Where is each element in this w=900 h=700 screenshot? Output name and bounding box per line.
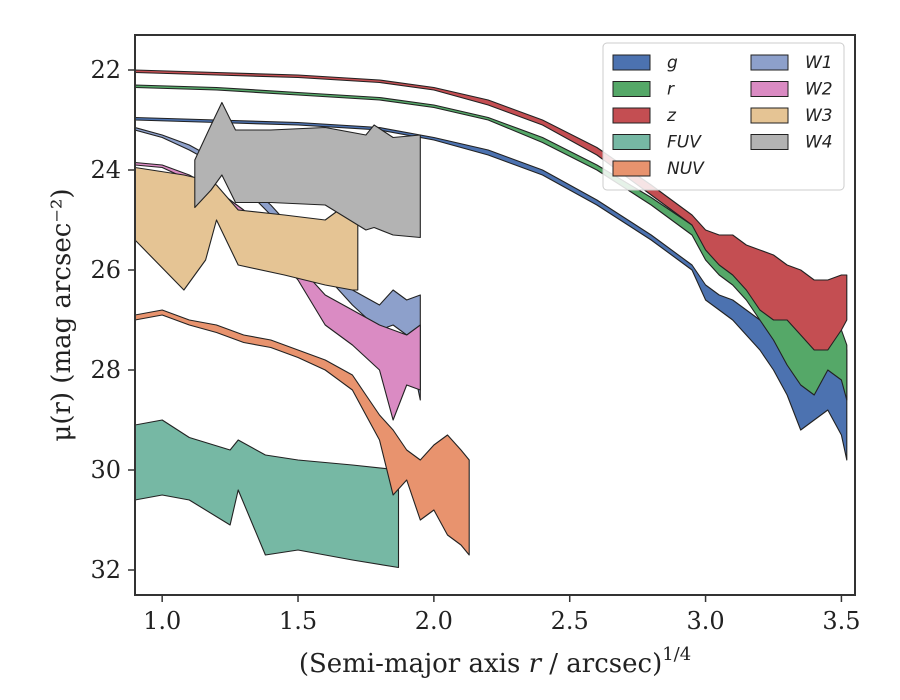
band-nuv [135,309,470,556]
legend-swatch-r [612,81,651,97]
legend-label-fuv: FUV [667,133,702,153]
legend-label-w2: W2 [805,80,833,100]
legend-swatch-fuv [612,134,651,150]
legend: grz FUV NUV W1 W2 W3 W4 [602,42,845,191]
y-tick-label: 26 [90,256,121,284]
legend-label-nuv: NUV [667,159,705,179]
legend-swatch-nuv [612,160,651,177]
y-axis-label: μ(r) (mag arcsec⁻²) [47,188,77,441]
x-tick-label: 3.0 [686,607,724,635]
legend-swatch-z [612,107,651,124]
y-tick-label: 32 [90,556,121,584]
x-tick-label: 3.5 [822,607,860,635]
y-tick-label: 22 [90,56,121,84]
plot-frame [134,34,856,596]
band-w4 [194,101,421,239]
y-tick-label: 30 [90,456,121,484]
x-tick-label: 2.0 [415,607,453,635]
legend-label-g: g [667,53,678,73]
legend-swatch-w2 [750,81,789,97]
legend-label-w3: W3 [805,106,833,126]
x-tick-label: 1.5 [279,607,317,635]
legend-label-w4: W4 [805,133,833,153]
legend-label-r: r [667,80,675,100]
x-tick-label: 2.5 [551,607,589,635]
legend-label-w1: W1 [805,53,833,73]
y-tick-label: 28 [90,356,121,384]
legend-label-z: z [666,106,677,126]
band-layer [135,69,848,569]
legend-swatch-w4 [750,134,789,150]
legend-swatch-w3 [750,107,789,124]
x-axis-ticks: 1.0 1.5 2.0 2.5 3.0 3.5 [143,595,861,635]
legend-swatch-g [612,54,651,71]
legend-swatch-w1 [750,54,789,71]
legend-box [602,42,845,191]
band-g [135,116,848,461]
y-axis-ticks: 22 24 26 28 30 32 [90,56,135,584]
x-tick-label: 1.0 [143,607,181,635]
band-w3 [135,166,359,291]
y-tick-label: 24 [90,156,121,184]
x-axis-label: (Semi-major axis r / arcsec)1/4 [299,644,691,679]
band-fuv [135,419,400,569]
